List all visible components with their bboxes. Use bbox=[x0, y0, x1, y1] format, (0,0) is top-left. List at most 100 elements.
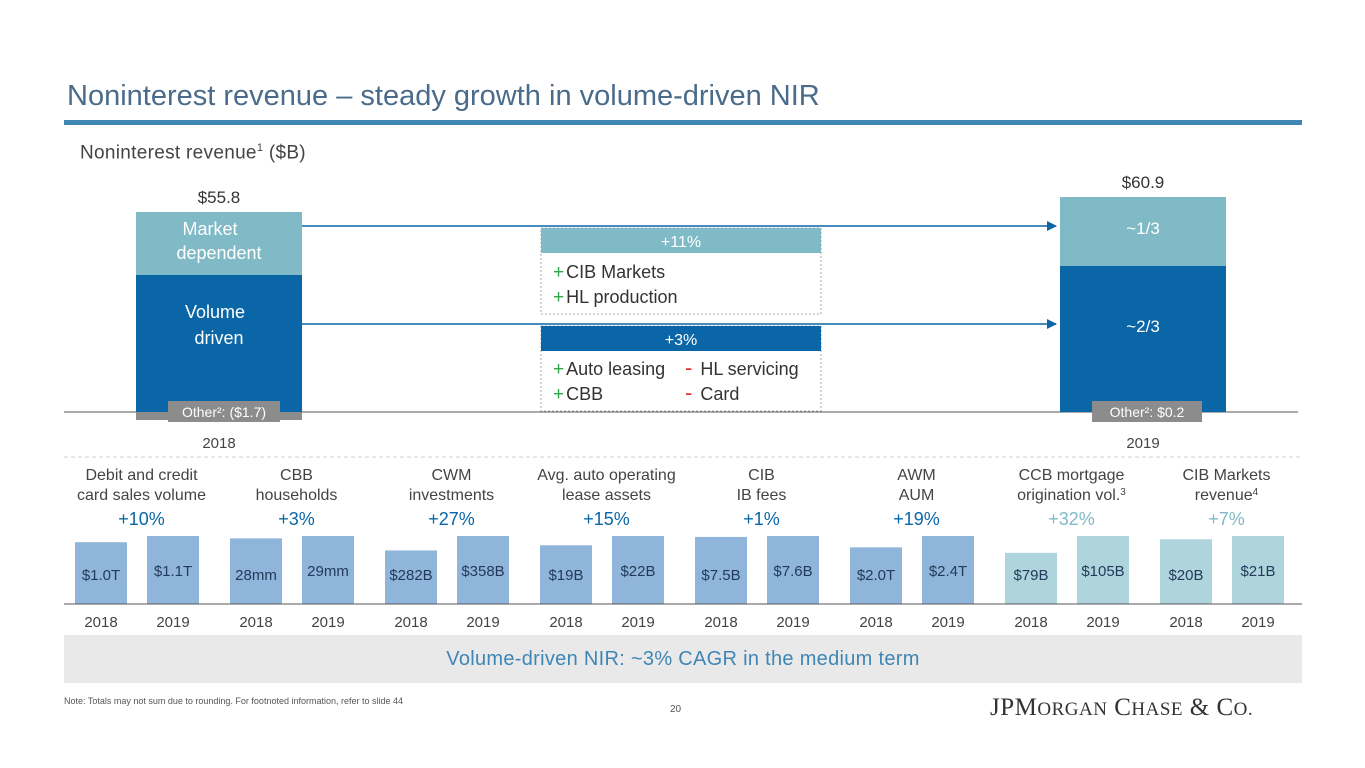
metric-label-line2-0: card sales volume bbox=[77, 487, 206, 504]
metric-label-line1-3: Avg. auto operating bbox=[537, 467, 675, 484]
metric-label-line1-6: CCB mortgage bbox=[1019, 467, 1125, 484]
total-2019: $60.9 bbox=[1122, 173, 1165, 192]
bar-2019-market-dependent bbox=[1060, 197, 1226, 266]
page-title: Noninterest revenue – steady growth in v… bbox=[67, 80, 820, 112]
subtitle-footnote: 1 bbox=[256, 142, 264, 154]
metric-year-0-2018: 2018 bbox=[84, 614, 117, 631]
metric-growth-5: +19% bbox=[893, 509, 940, 529]
metric-label-line2-5: AUM bbox=[899, 487, 935, 504]
metric-label-line1-2: CWM bbox=[432, 467, 472, 484]
bridge0-item-1: + HL production bbox=[553, 287, 678, 308]
metric-growth-6: +32% bbox=[1048, 509, 1095, 529]
metric-bar-1-2019 bbox=[302, 536, 354, 604]
metric-growth-1: +3% bbox=[278, 509, 315, 529]
footer-banner-text: Volume-driven NIR: ~3% CAGR in the mediu… bbox=[446, 648, 920, 670]
metric-bar-7-2019 bbox=[1232, 536, 1284, 604]
metric-label-line2-2: investments bbox=[409, 487, 494, 504]
plus-icon: + bbox=[553, 359, 564, 380]
logo-m: M bbox=[1014, 694, 1038, 721]
bridge-item-text: Auto leasing bbox=[566, 359, 665, 379]
label-market-dependent-line2: dependent bbox=[176, 243, 261, 263]
bar-2018-market-dependent bbox=[136, 212, 302, 275]
jpmorgan-logo: JPMORGAN CHASE & CO. bbox=[990, 694, 1253, 722]
bridge-item-text: Card bbox=[700, 384, 739, 404]
logo-jp: JP bbox=[990, 694, 1015, 721]
bridge1-item-0: + Auto leasing bbox=[553, 359, 665, 380]
metric-growth-2: +27% bbox=[428, 509, 475, 529]
metric-year-0-2019: 2019 bbox=[156, 614, 189, 631]
logo-organ: ORGAN bbox=[1037, 699, 1108, 720]
label-volume-share-2019: ~2/3 bbox=[1126, 317, 1160, 336]
bridge-header-1 bbox=[541, 326, 821, 351]
metric-label-line2-6: origination vol.3 bbox=[1017, 487, 1126, 505]
label-volume-driven-line2: driven bbox=[194, 328, 243, 348]
metric-bar-7-2018 bbox=[1160, 539, 1212, 604]
title-rule bbox=[64, 120, 1302, 125]
metric-growth-0: +10% bbox=[118, 509, 165, 529]
bridge-item-text: HL production bbox=[566, 287, 677, 307]
metric-bar-label-0-2018: $1.0T bbox=[82, 567, 120, 584]
metric-bar-3-2018 bbox=[540, 545, 592, 604]
logo-co-o: O. bbox=[1233, 699, 1254, 720]
bridge-header-0 bbox=[541, 228, 821, 253]
logo-c: C bbox=[1114, 694, 1132, 721]
bridge-item-text: CIB Markets bbox=[566, 262, 665, 282]
metric-year-3-2018: 2018 bbox=[549, 614, 582, 631]
other-2018-label: Other²: ($1.7) bbox=[182, 404, 266, 420]
bar-2018-volume-driven bbox=[136, 275, 302, 412]
bridge-header-label-1: +3% bbox=[665, 332, 697, 349]
metric-bar-label-6-2018: $79B bbox=[1013, 567, 1048, 584]
metric-bar-0-2018 bbox=[75, 542, 127, 604]
chart-subtitle: Noninterest revenue1 ($B) bbox=[80, 142, 306, 164]
metric-year-7-2018: 2018 bbox=[1169, 614, 1202, 631]
metric-bar-6-2019 bbox=[1077, 536, 1129, 604]
metric-bar-2-2019 bbox=[457, 536, 509, 604]
metric-bar-label-5-2018: $2.0T bbox=[857, 567, 895, 584]
metric-bar-4-2019 bbox=[767, 536, 819, 604]
metric-growth-7: +7% bbox=[1208, 509, 1245, 529]
label-volume-driven-line1: Volume bbox=[185, 302, 245, 322]
bridge0-item-0: + CIB Markets bbox=[553, 262, 665, 283]
other-2019-label: Other²: $0.2 bbox=[1110, 404, 1185, 420]
metric-year-5-2018: 2018 bbox=[859, 614, 892, 631]
metric-bar-label-3-2019: $22B bbox=[620, 563, 655, 580]
metric-footnote: 3 bbox=[1120, 487, 1126, 498]
bridge-item-text: HL servicing bbox=[700, 359, 798, 379]
metric-bar-label-0-2019: $1.1T bbox=[154, 563, 192, 580]
metric-label-line2-1: households bbox=[256, 487, 338, 504]
metric-label-line1-5: AWM bbox=[897, 467, 936, 484]
metric-bar-label-1-2019: 29mm bbox=[307, 563, 349, 580]
metric-year-3-2019: 2019 bbox=[621, 614, 654, 631]
metric-bar-1-2018 bbox=[230, 538, 282, 604]
metric-label-line1-7: CIB Markets bbox=[1182, 467, 1270, 484]
minus-icon: - bbox=[685, 355, 692, 380]
metric-bar-0-2019 bbox=[147, 536, 199, 604]
metric-label-line1-0: Debit and credit bbox=[85, 467, 198, 484]
metric-label-line1-1: CBB bbox=[280, 467, 313, 484]
metric-year-6-2018: 2018 bbox=[1014, 614, 1047, 631]
metric-year-6-2019: 2019 bbox=[1086, 614, 1119, 631]
metric-label-line2-3: lease assets bbox=[562, 487, 651, 504]
metric-label-line2-7: revenue4 bbox=[1195, 487, 1259, 505]
metric-bar-label-4-2018: $7.5B bbox=[701, 567, 740, 584]
bridge-item-text: CBB bbox=[566, 384, 603, 404]
metric-bar-5-2019 bbox=[922, 536, 974, 604]
metric-bar-6-2018 bbox=[1005, 552, 1057, 604]
metric-bar-label-2-2019: $358B bbox=[461, 563, 504, 580]
bar-2019-volume-driven bbox=[1060, 266, 1226, 412]
plus-icon: + bbox=[553, 262, 564, 283]
metric-bar-5-2018 bbox=[850, 547, 902, 604]
metric-year-7-2019: 2019 bbox=[1241, 614, 1274, 631]
metric-bar-3-2019 bbox=[612, 536, 664, 604]
logo-amp: & bbox=[1189, 694, 1210, 721]
other-2018-box bbox=[168, 401, 280, 422]
bridge1-item-2: + CBB bbox=[553, 384, 603, 405]
bridge-header-label-0: +11% bbox=[661, 234, 701, 251]
metric-footnote: 4 bbox=[1253, 487, 1259, 498]
metric-bar-label-7-2018: $20B bbox=[1168, 567, 1203, 584]
metric-bar-label-5-2019: $2.4T bbox=[929, 563, 967, 580]
bridge1-item-3: - Card bbox=[685, 380, 739, 405]
metric-bar-label-6-2019: $105B bbox=[1081, 563, 1124, 580]
metric-bar-label-2-2018: $282B bbox=[389, 567, 432, 584]
